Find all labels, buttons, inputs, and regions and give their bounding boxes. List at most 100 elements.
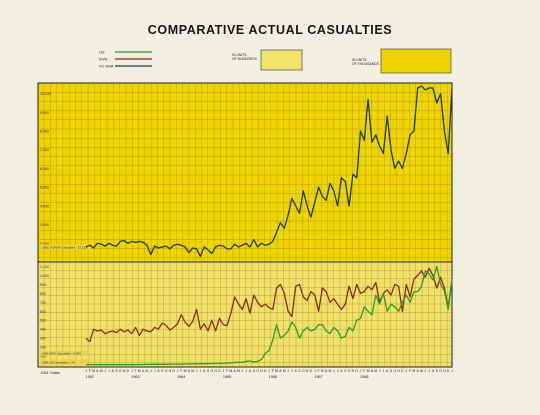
series-line-us <box>86 265 453 366</box>
annotation-box <box>40 350 90 356</box>
lower-tick-label: 100 <box>40 355 46 359</box>
annotation-1961: 1961 US Casualties - 14 <box>42 360 75 364</box>
month-tick-label: A <box>325 369 328 373</box>
month-tick-label: M <box>146 369 149 373</box>
x-label-1961: 1961 Totals <box>40 371 59 375</box>
year-label: 1964 <box>177 375 185 379</box>
month-tick-label: J <box>177 369 179 373</box>
month-tick-label: J <box>379 369 381 373</box>
month-tick-label: A <box>295 369 298 373</box>
month-tick-label: S <box>253 369 256 373</box>
month-tick-label: J <box>360 369 362 373</box>
lower-tick-label: 200 <box>40 346 46 350</box>
lower-panel <box>37 261 453 368</box>
month-tick-label: N <box>397 369 400 373</box>
upper-tick-label: 10,000 <box>40 92 51 96</box>
legend-label: VC NVA <box>99 64 114 69</box>
month-tick-label: J <box>268 369 270 373</box>
month-tick-label: D <box>264 369 267 373</box>
month-tick-label: F <box>363 369 365 373</box>
month-tick-label: J <box>428 369 430 373</box>
month-tick-label: M <box>275 369 278 373</box>
year-label: 1967 <box>314 375 322 379</box>
month-tick-label: N <box>214 369 217 373</box>
upper-tick-label: 7,000 <box>40 148 49 152</box>
month-tick-label: O <box>302 369 305 373</box>
month-tick-label: A <box>188 369 191 373</box>
month-tick-label: M <box>321 369 324 373</box>
month-tick-label: M <box>92 369 95 373</box>
legend-label: RVN <box>99 57 107 62</box>
lower-tick-label: 400 <box>40 328 46 332</box>
month-tick-label: S <box>390 369 393 373</box>
page-title: COMPARATIVE ACTUAL CASUALTIES <box>147 23 393 37</box>
upper-tick-label: 3,000 <box>40 223 49 227</box>
month-tick-label: M <box>283 369 286 373</box>
month-tick-label: J <box>383 369 385 373</box>
month-tick-label: A <box>249 369 252 373</box>
month-tick-label: D <box>218 369 221 373</box>
lower-tick-label: 700 <box>40 301 46 305</box>
month-tick-label: F <box>226 369 228 373</box>
month-tick-label: A <box>371 369 374 373</box>
month-tick-label: J <box>314 369 316 373</box>
month-tick-label: J <box>405 369 407 373</box>
month-tick-label: J <box>200 369 202 373</box>
annotation-box <box>40 359 90 365</box>
month-tick-label: N <box>169 369 172 373</box>
month-tick-label: O <box>165 369 168 373</box>
upper-tick-label: 5,000 <box>40 186 49 190</box>
month-tick-label: M <box>420 369 423 373</box>
month-tick-label: M <box>138 369 141 373</box>
month-tick-label: M <box>191 369 194 373</box>
month-tick-label: M <box>100 369 103 373</box>
series-line-vc-nva <box>85 85 453 258</box>
month-tick-label: A <box>142 369 145 373</box>
year-label: 1963 <box>131 375 139 379</box>
month-tick-label: J <box>291 369 293 373</box>
month-tick-label: J <box>85 369 87 373</box>
lower-tick-label: 600 <box>40 310 46 314</box>
annotation-box <box>40 244 90 250</box>
month-tick-label: A <box>279 369 282 373</box>
month-tick-label: F <box>180 369 182 373</box>
annotation-1961: 1961 VC/NVA Casualties - 12,133 <box>42 245 87 249</box>
month-tick-label: S <box>436 369 439 373</box>
month-tick-label: M <box>412 369 415 373</box>
month-tick-label: A <box>340 369 343 373</box>
month-tick-label: F <box>409 369 411 373</box>
month-tick-label: F <box>89 369 91 373</box>
month-tick-label: M <box>184 369 187 373</box>
month-tick-label: M <box>374 369 377 373</box>
month-tick-label: J <box>222 369 224 373</box>
legend-thousands-label: OF THOUSANDS <box>352 62 380 66</box>
month-tick-label: J <box>333 369 335 373</box>
month-tick-label: F <box>317 369 319 373</box>
month-tick-label: A <box>96 369 99 373</box>
legend-swatch-hundreds <box>260 49 303 71</box>
year-label: 1965 <box>223 375 231 379</box>
month-tick-label: A <box>432 369 435 373</box>
month-tick-label: J <box>104 369 106 373</box>
upper-tick-label: 4,000 <box>40 204 49 208</box>
month-tick-label: J <box>241 369 243 373</box>
legend-hundreds-label: OF HUNDREDS <box>232 57 258 61</box>
month-tick-label: O <box>439 369 442 373</box>
lower-tick-label: 1,100 <box>40 265 49 269</box>
month-tick-label: S <box>161 369 164 373</box>
lower-tick-label: 1,000 <box>40 274 49 278</box>
lower-tick-label: 800 <box>40 292 46 296</box>
month-tick-label: D <box>310 369 313 373</box>
month-tick-label: N <box>260 369 263 373</box>
month-tick-label: O <box>119 369 122 373</box>
legend-label: US <box>99 50 105 55</box>
month-tick-label: M <box>367 369 370 373</box>
month-tick-label: O <box>256 369 259 373</box>
month-tick-label: N <box>352 369 355 373</box>
year-label: 1962 <box>86 375 94 379</box>
month-tick-label: J <box>154 369 156 373</box>
month-tick-label: F <box>272 369 274 373</box>
month-tick-label: S <box>344 369 347 373</box>
month-tick-label: M <box>329 369 332 373</box>
